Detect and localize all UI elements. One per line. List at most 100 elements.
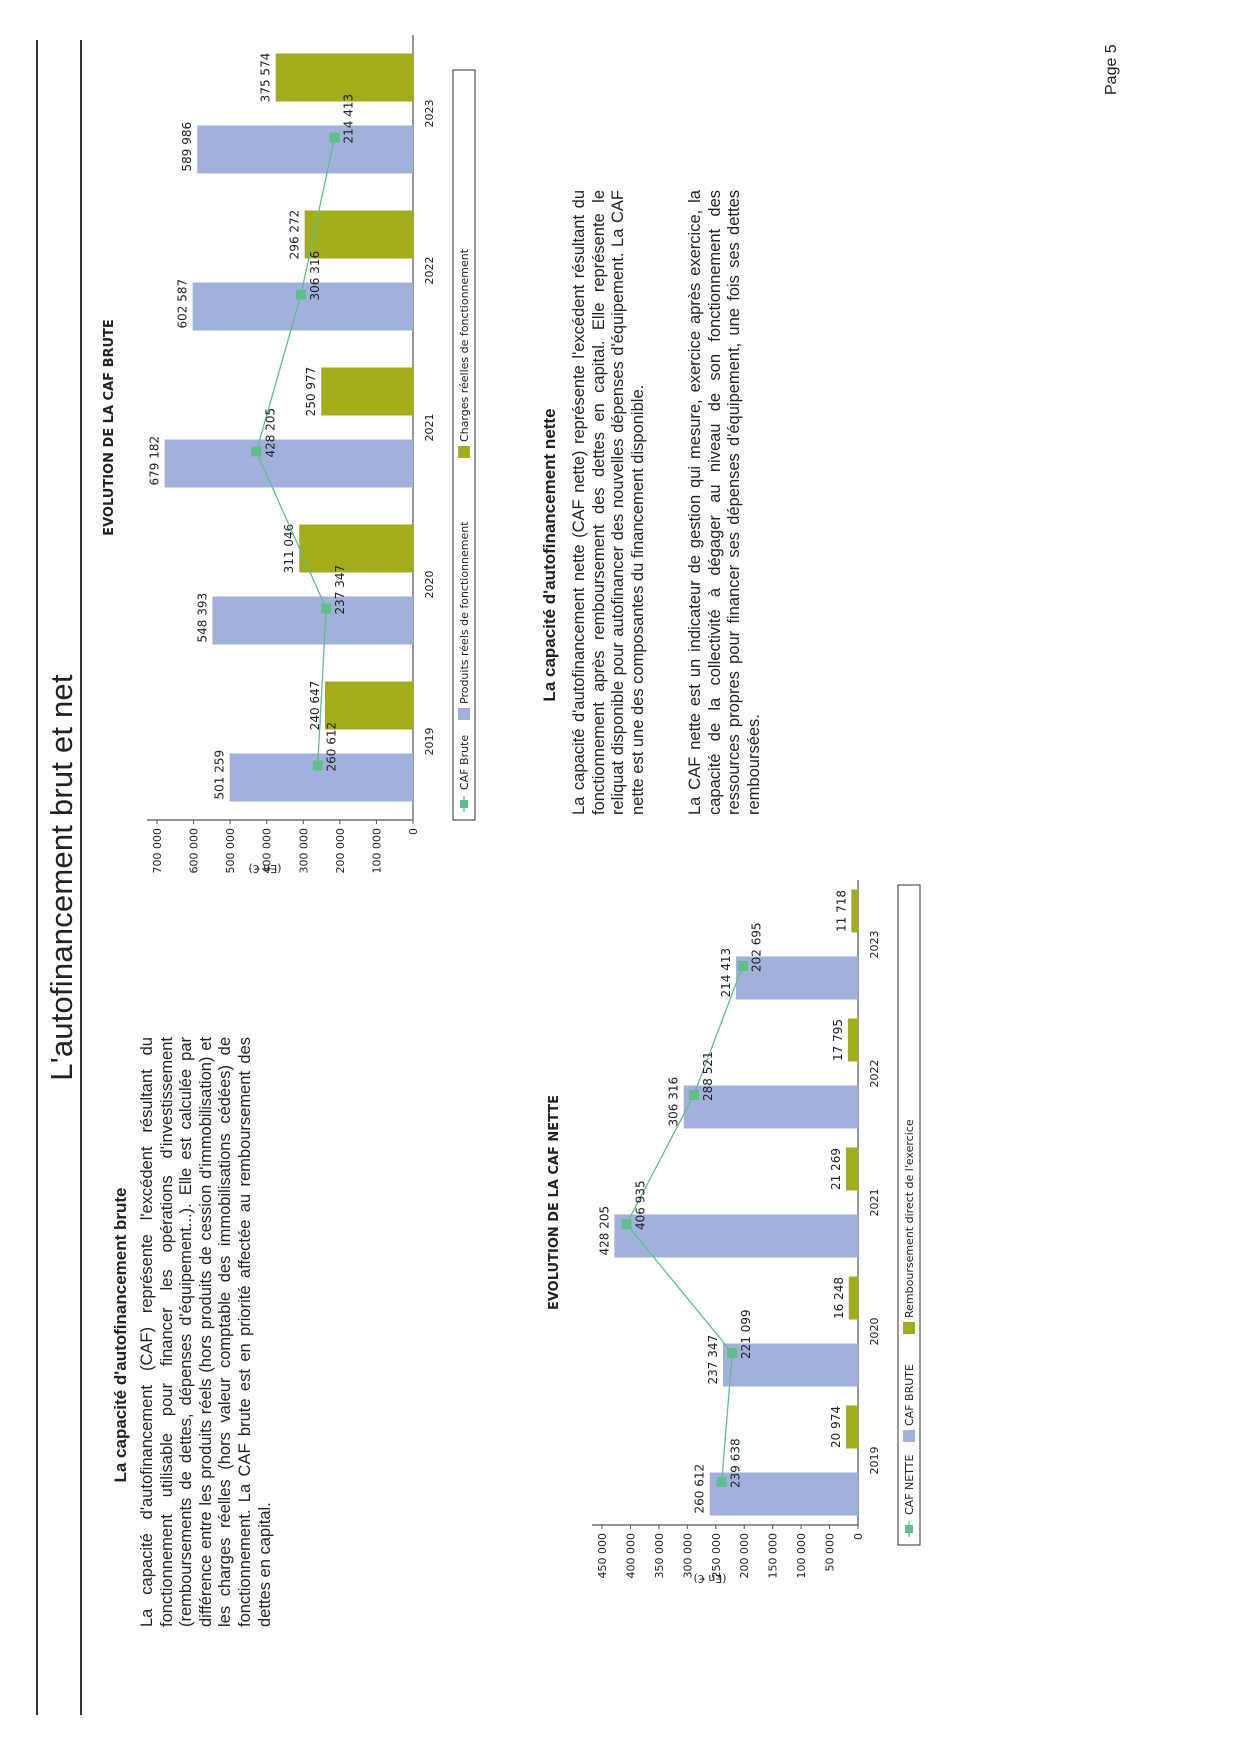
caf-nette-line-point <box>716 1477 727 1487</box>
caf-brute-bar-produits-r-els-de-fonctionnement <box>212 596 414 645</box>
caf-brute-y-tick-label: 300 000 <box>297 828 310 874</box>
caf-brute-legend-swatch <box>458 708 470 720</box>
caf-brute-line-point <box>295 289 306 300</box>
caf-nette-y-tick-label: 450 000 <box>596 1533 609 1579</box>
caf-nette-y-tick-label: 150 000 <box>767 1533 780 1579</box>
caf-nette-y-tick-label: 350 000 <box>653 1533 666 1579</box>
caf-nette-y-tick-label: 0 <box>852 1533 865 1540</box>
caf-nette-bar-label: 260 612 <box>693 1464 707 1514</box>
caf-brute-x-tick-label: 2023 <box>423 100 436 128</box>
caf-brute-line-label: 306 316 <box>308 251 322 301</box>
caf-nette-line-point <box>688 1090 699 1100</box>
caf-brute-bar-charges-r-elles-de-fonctionnement <box>324 681 414 730</box>
caf-brute-y-tick-label: 400 000 <box>261 828 274 874</box>
caf-nette-bar-label: 428 205 <box>597 1206 611 1256</box>
caf-brute-bar-label: 501 259 <box>213 750 227 800</box>
caf-nette-bar-label: 20 974 <box>829 1406 843 1448</box>
caf-brute-line-point <box>329 132 340 143</box>
caf-brute-legend-label: CAF Brute <box>458 735 471 790</box>
caf-nette-x-tick-label: 2020 <box>868 1318 881 1346</box>
caf-brute-bar-label: 602 587 <box>176 279 190 329</box>
caf-nette-bar-remboursement-direct-de-l-exercice <box>848 1276 858 1320</box>
page-number: Page 5 <box>1103 44 1120 95</box>
caf-brute-legend-label: Produits réels de fonctionnement <box>458 521 471 704</box>
caf-brute-bar-label: 548 393 <box>195 593 209 643</box>
caf-nette-legend-label: CAF BRUTE <box>903 1364 916 1426</box>
paragraph-caf-nette-2: La CAF nette est un indicateur de gestio… <box>686 190 763 815</box>
caf-brute-y-tick-label: 200 000 <box>334 828 347 874</box>
caf-brute-bar-produits-r-els-de-fonctionnement <box>192 282 414 331</box>
caf-brute-y-tick-label: 500 000 <box>224 828 237 874</box>
caf-brute-bar-charges-r-elles-de-fonctionnement <box>299 524 413 573</box>
caf-nette-legend-line-marker <box>905 1525 913 1533</box>
top-rule <box>36 40 38 1715</box>
caf-brute-legend-label: Charges réelles de fonctionnement <box>458 248 471 442</box>
caf-brute-bar-label: 250 977 <box>304 367 318 417</box>
caf-nette-line-label: 221 099 <box>739 1309 753 1359</box>
caf-nette-bar-caf-brute <box>683 1085 858 1129</box>
caf-nette-bar-remboursement-direct-de-l-exercice <box>846 1405 858 1449</box>
caf-brute-bar-label: 589 986 <box>180 122 194 172</box>
caf-nette-y-tick-label: 250 000 <box>710 1533 723 1579</box>
caf-nette-y-label: (En €) <box>694 1572 727 1585</box>
caf-brute-x-tick-label: 2019 <box>423 728 436 756</box>
caf-brute-line-label: 260 612 <box>325 722 339 772</box>
caf-brute-bar-label: 240 647 <box>308 681 322 731</box>
caf-nette-bar-label: 306 316 <box>667 1077 681 1127</box>
caf-brute-bar-produits-r-els-de-fonctionnement <box>197 125 413 174</box>
caf-nette-x-tick-label: 2021 <box>868 1189 881 1217</box>
caf-nette-line-point <box>727 1348 738 1358</box>
paragraph-caf-nette-1: La capacité d'autofinancement nette (CAF… <box>570 190 647 815</box>
caf-nette-bar-remboursement-direct-de-l-exercice <box>847 1018 858 1062</box>
caf-nette-y-tick-label: 300 000 <box>681 1533 694 1579</box>
caf-nette-line-label: 202 695 <box>750 922 764 972</box>
caf-nette-title: EVOLUTION DE LA CAF NETTE <box>547 1095 562 1310</box>
caf-brute-y-tick-label: 700 000 <box>151 828 164 874</box>
caf-brute-bar-label: 679 182 <box>148 436 162 486</box>
caf-brute-bar-label: 375 574 <box>259 53 273 103</box>
caf-nette-legend-box <box>897 884 921 1546</box>
caf-brute-legend-line-marker <box>460 800 468 808</box>
page-title: L'autofinancement brut et net <box>44 674 79 1081</box>
caf-nette-bar-label: 214 413 <box>719 948 733 998</box>
title-rule <box>80 40 82 1715</box>
caf-brute-line-point <box>321 603 332 614</box>
heading-caf-nette: La capacité d'autofinancement nette <box>540 408 559 702</box>
caf-nette-bar-label: 237 347 <box>706 1335 720 1385</box>
caf-brute-y-tick-label: 0 <box>407 828 420 835</box>
caf-nette-y-tick-label: 100 000 <box>795 1533 808 1579</box>
caf-brute-bar-charges-r-elles-de-fonctionnement <box>321 367 413 416</box>
caf-brute-y-tick-label: 600 000 <box>188 828 201 874</box>
caf-brute-line-point <box>251 446 262 457</box>
caf-nette-bar-caf-brute <box>736 956 858 1000</box>
caf-nette-line-point <box>737 961 748 971</box>
chart-caf-brute: EVOLUTION DE LA CAF BRUTE 0 100 000 200 000… <box>102 35 476 875</box>
chart-caf-nette: EVOLUTION DE LA CAF NETTE 0 50 000 100 000 1… <box>547 880 921 1585</box>
caf-nette-x-tick-label: 2019 <box>868 1447 881 1475</box>
paragraph-caf-brute: La capacité d'autofinancement (CAF) repr… <box>138 1037 274 1627</box>
caf-nette-bar-caf-brute <box>722 1343 858 1387</box>
caf-brute-legend-box <box>452 69 476 821</box>
caf-nette-bar-caf-brute <box>709 1472 858 1516</box>
caf-brute-title: EVOLUTION DE LA CAF BRUTE <box>102 319 117 536</box>
caf-nette-y-tick-label: 50 000 <box>824 1533 837 1572</box>
caf-brute-y-label: (En €) <box>249 862 282 875</box>
caf-brute-legend-swatch <box>458 446 470 458</box>
caf-brute-line-point <box>312 760 323 771</box>
caf-nette-legend-label: CAF NETTE <box>903 1455 916 1515</box>
heading-caf-brute: La capacité d'autofinancement brute <box>111 1187 130 1483</box>
caf-nette-line-label: 239 638 <box>729 1438 743 1488</box>
caf-nette-y-tick-label: 200 000 <box>738 1533 751 1579</box>
caf-nette-legend-swatch <box>903 1430 915 1442</box>
caf-nette-bar-label: 11 718 <box>834 890 848 932</box>
caf-nette-legend-label: Remboursement direct de l'exercice <box>903 1119 916 1318</box>
caf-nette-bar-label: 21 269 <box>829 1148 843 1190</box>
caf-brute-bar-label: 311 046 <box>282 524 296 574</box>
caf-nette-bar-remboursement-direct-de-l-exercice <box>851 889 859 933</box>
caf-brute-y-tick-label: 100 000 <box>370 828 383 874</box>
caf-nette-bar-label: 17 795 <box>831 1019 845 1061</box>
caf-nette-line-point <box>621 1219 632 1229</box>
caf-brute-line-label: 214 413 <box>342 94 356 144</box>
caf-brute-x-tick-label: 2020 <box>423 571 436 599</box>
caf-brute-x-tick-label: 2021 <box>423 414 436 442</box>
